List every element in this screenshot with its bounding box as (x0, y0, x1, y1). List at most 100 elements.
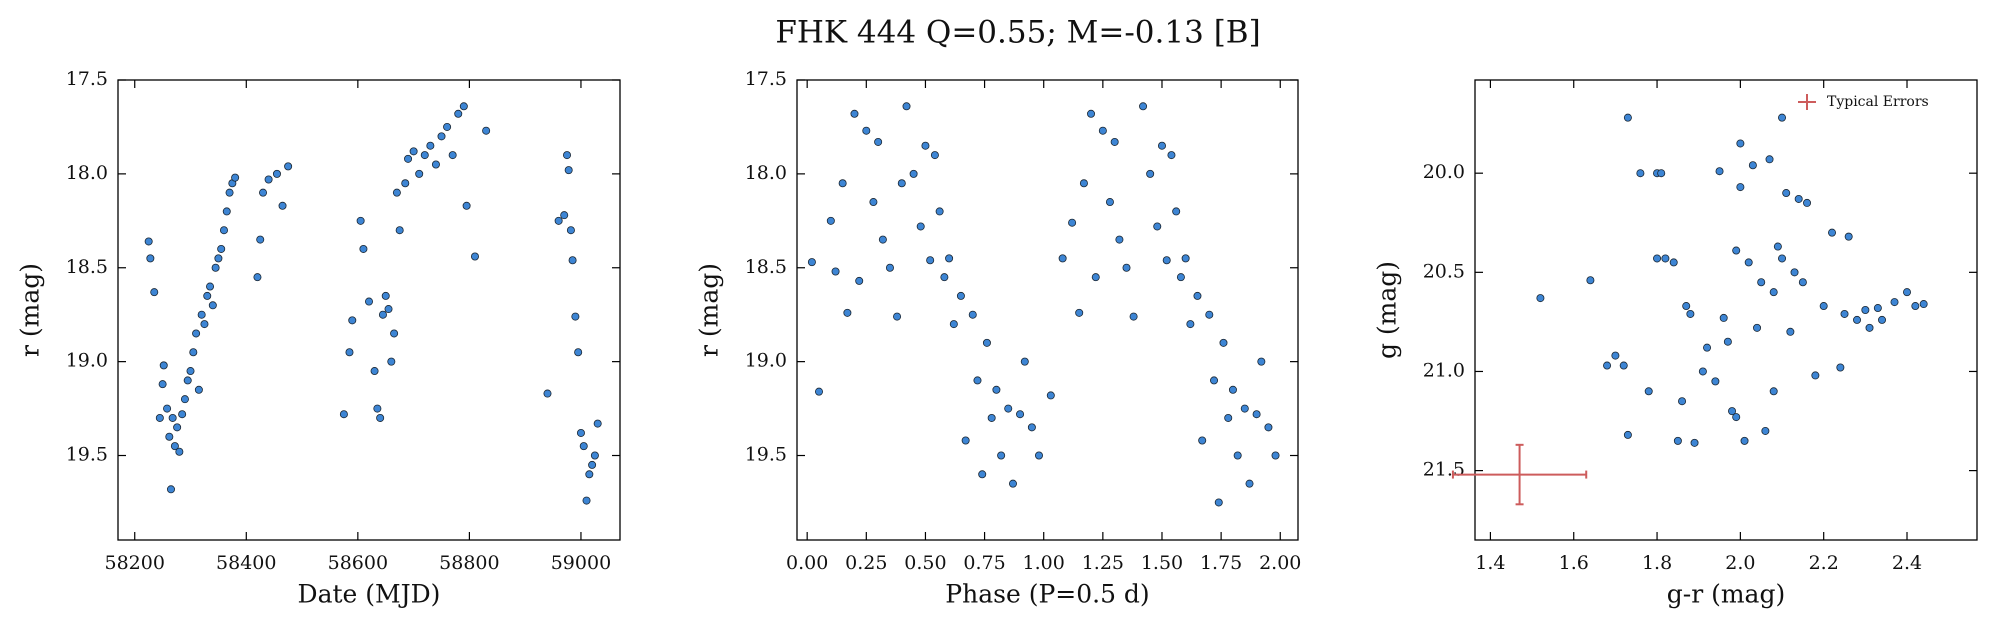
data-point (574, 348, 583, 357)
data-point (1636, 169, 1645, 178)
data-point (1778, 254, 1787, 263)
data-point (1919, 300, 1928, 309)
data-point (1719, 313, 1728, 322)
data-point (1162, 256, 1171, 265)
y-tick-label: 18.0 (745, 162, 787, 184)
data-point (982, 338, 991, 347)
data-point (165, 432, 174, 441)
data-point (415, 169, 424, 178)
data-point (945, 254, 954, 263)
data-point (186, 367, 195, 376)
data-point (831, 267, 840, 276)
x-tick-label: 0.00 (786, 552, 828, 574)
data-point (373, 404, 382, 413)
data-point (348, 316, 357, 325)
data-point (197, 310, 206, 319)
data-point (987, 413, 996, 422)
data-point (921, 141, 930, 150)
data-point (1682, 302, 1691, 311)
data-point (175, 447, 184, 456)
data-point (1790, 268, 1799, 277)
x-tick-label: 0.75 (963, 552, 1005, 574)
data-point (364, 297, 373, 306)
data-point (448, 151, 457, 160)
data-point (219, 226, 228, 235)
data-point (426, 141, 435, 150)
data-point (1740, 436, 1749, 445)
data-point (409, 147, 418, 156)
data-point (973, 376, 982, 385)
data-point (1657, 169, 1666, 178)
y-tick-label: 19.5 (745, 444, 787, 466)
data-point (968, 310, 977, 319)
data-point (1210, 376, 1219, 385)
data-point (1723, 337, 1732, 346)
x-tick-label: 2.2 (1809, 552, 1839, 574)
data-point (395, 226, 404, 235)
data-point (253, 273, 262, 282)
data-point (814, 387, 823, 396)
data-point (1219, 338, 1228, 347)
data-point (345, 348, 354, 357)
data-point (1146, 169, 1155, 178)
data-point (158, 380, 167, 389)
legend-label: Typical Errors (1827, 94, 1929, 110)
data-point (1176, 273, 1185, 282)
data-point (862, 126, 871, 135)
y-tick-label: 18.0 (66, 162, 108, 184)
data-point (1828, 228, 1837, 237)
data-point (1865, 323, 1874, 332)
data-point (1536, 294, 1545, 303)
data-point (543, 389, 552, 398)
data-point (893, 312, 902, 321)
data-point (1678, 397, 1687, 406)
data-point (940, 273, 949, 282)
data-point (978, 470, 987, 479)
data-point (1703, 343, 1712, 352)
data-point (564, 166, 573, 175)
data-point (1098, 126, 1107, 135)
x-axis-label: Date (MJD) (298, 580, 441, 609)
x-tick-label: 1.4 (1475, 552, 1505, 574)
data-point (170, 442, 179, 451)
data-point (1748, 161, 1757, 170)
data-point (381, 291, 390, 300)
data-point (593, 419, 602, 428)
data-point (563, 151, 572, 160)
data-point (1205, 310, 1214, 319)
data-point (401, 179, 410, 188)
y-axis-label: r (mag) (695, 263, 724, 357)
data-point (568, 256, 577, 265)
data-point (1840, 309, 1849, 318)
data-point (1753, 323, 1762, 332)
data-point (359, 244, 368, 253)
data-point (1711, 377, 1720, 386)
data-point (163, 404, 172, 413)
data-point (178, 410, 187, 419)
data-point (1861, 305, 1870, 314)
data-point (259, 188, 268, 197)
data-point (192, 329, 201, 338)
data-point (1736, 139, 1745, 148)
data-point (1245, 479, 1254, 488)
data-point (1153, 222, 1162, 231)
data-point (1016, 410, 1025, 419)
data-point (1698, 367, 1707, 376)
data-point (582, 496, 591, 505)
data-point (1732, 246, 1741, 255)
data-point (1257, 357, 1266, 366)
data-point (1193, 291, 1202, 300)
data-point (1068, 218, 1077, 227)
data-point (211, 263, 220, 272)
data-point (1803, 198, 1812, 207)
data-point (189, 348, 198, 357)
x-tick-label: 58200 (105, 552, 165, 574)
x-tick-label: 58600 (328, 552, 388, 574)
data-point (826, 216, 835, 225)
data-point (1058, 254, 1067, 263)
data-point (902, 102, 911, 111)
y-tick-label: 17.5 (745, 68, 787, 90)
data-point (1224, 413, 1233, 422)
data-point (1853, 315, 1862, 324)
data-point (576, 428, 585, 437)
